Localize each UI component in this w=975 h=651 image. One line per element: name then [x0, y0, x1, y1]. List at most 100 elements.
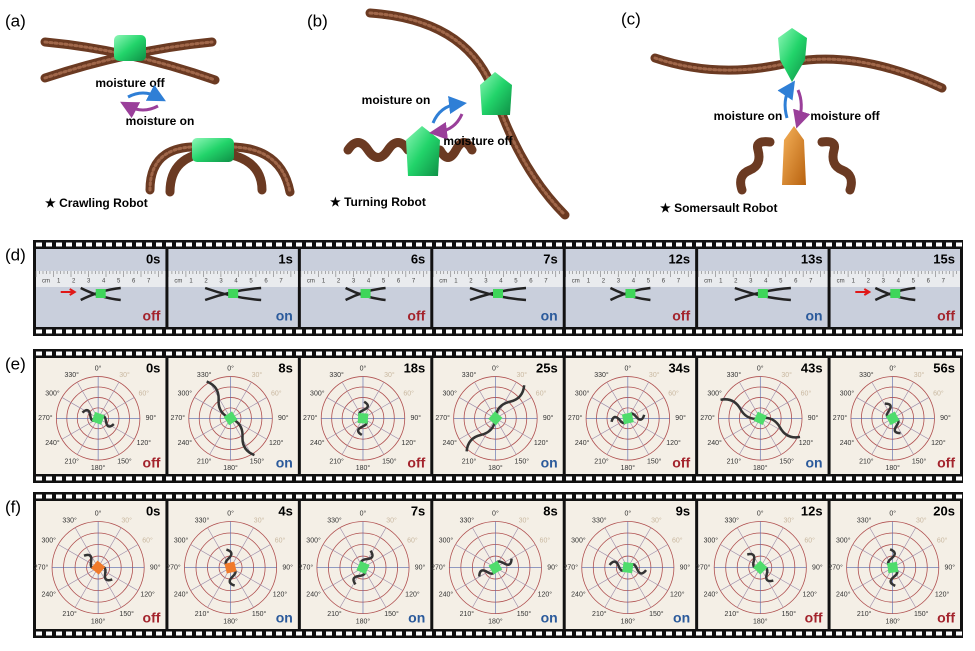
angle-label: 210° [460, 610, 475, 618]
sprocket [886, 242, 892, 247]
sprocket [256, 494, 262, 499]
sprocket [226, 242, 232, 247]
dial-spoke [455, 544, 496, 568]
sprocket [776, 329, 782, 334]
angle-label: 210° [329, 457, 344, 465]
angle-label: 90° [282, 563, 293, 571]
sprocket [696, 351, 702, 356]
sprocket [866, 242, 872, 247]
sprocket [646, 631, 652, 636]
dial-spoke [58, 567, 99, 591]
sprocket [356, 494, 362, 499]
ruler [698, 271, 828, 287]
sprocket [736, 329, 742, 334]
sprocket [176, 329, 182, 334]
dial-spoke [362, 527, 387, 568]
dial-spoke [720, 567, 761, 591]
sprocket [126, 329, 132, 334]
angle-label: 270° [303, 414, 318, 422]
sprocket [896, 631, 902, 636]
robot-body [224, 561, 237, 574]
sprocket [436, 494, 442, 499]
sprocket [96, 631, 102, 636]
angle-label: 30° [649, 371, 660, 379]
sprocket [856, 631, 862, 636]
sprocket [556, 351, 562, 356]
sprocket [746, 631, 752, 636]
dial-spoke [591, 397, 628, 419]
sprocket [86, 329, 92, 334]
angle-label: 240° [178, 439, 193, 447]
sprocket [916, 476, 922, 481]
ruler-label: 5 [117, 279, 121, 285]
sprocket [636, 242, 642, 247]
frame: cm 1 2 3 4 5 6 7 13s on [697, 249, 828, 327]
sprocket [336, 476, 342, 481]
angle-label: 240° [306, 590, 321, 598]
sprocket [186, 476, 192, 481]
sprocket [676, 351, 682, 356]
dial-spoke [736, 567, 761, 608]
sprocket [936, 494, 942, 499]
sprocket [606, 242, 612, 247]
sprocket [656, 494, 662, 499]
state-label: off [407, 308, 425, 324]
sprocket [676, 476, 682, 481]
sprocket [176, 242, 182, 247]
sprocket [516, 631, 522, 636]
sprocket [356, 329, 362, 334]
sprocket [336, 631, 342, 636]
sprocket [96, 329, 102, 334]
sprocket [566, 329, 572, 334]
time-label: 4s [278, 503, 292, 518]
sprocket [66, 329, 72, 334]
sprocket [216, 631, 222, 636]
sprocket [416, 242, 422, 247]
sprocket [956, 329, 962, 334]
frame: 0° 30° 60° 90° 120° 150° 180° 210° 240° 270° 300° 3… [36, 358, 166, 474]
state-text: moisture on [362, 93, 431, 107]
sprocket [216, 242, 222, 247]
dial-spoke [736, 527, 761, 568]
angle-label: 0° [492, 364, 499, 372]
frame: 0° 30° 60° 90° 120° 150° 180° 210° 240° 270° 300° 3… [299, 501, 431, 629]
sprocket [316, 476, 322, 481]
panel-c: (c) moisture on moisture off ★ Somersaul… [621, 9, 947, 215]
time-label: 15s [933, 251, 955, 266]
sprocket [446, 329, 452, 334]
sprocket [616, 631, 622, 636]
angle-label: 210° [592, 610, 607, 618]
dial-spoke [892, 527, 916, 568]
sprocket [406, 631, 412, 636]
sprocket [586, 631, 592, 636]
angle-label: 330° [65, 371, 80, 379]
angle-label: 270° [299, 563, 314, 571]
time-label: 25s [536, 360, 558, 375]
angle-label: 330° [859, 371, 874, 379]
angle-label: 240° [840, 439, 855, 447]
angle-label: 210° [857, 610, 872, 618]
sprocket [536, 329, 542, 334]
sprocket [856, 329, 862, 334]
sprocket [816, 351, 822, 356]
film-strip: (d) cm 1 2 3 4 5 6 7 0s off cm 1 2 3 4 5 6 7 1s on cm 1 2 3 4 5 6 7 6… [5, 240, 963, 336]
sprocket [146, 242, 152, 247]
sprocket [156, 631, 162, 636]
sprocket [316, 351, 322, 356]
sprocket [716, 351, 722, 356]
sprocket [416, 631, 422, 636]
ruler-label: 7 [942, 279, 946, 285]
caption: ★ Crawling Robot [45, 196, 148, 210]
angle-label: 300° [575, 389, 590, 397]
sprocket [196, 631, 202, 636]
sprocket [586, 351, 592, 356]
sprocket [426, 329, 432, 334]
sprocket [796, 329, 802, 334]
robot-body [228, 289, 239, 298]
sprocket [626, 351, 632, 356]
ruler [433, 271, 563, 287]
sprocket [176, 351, 182, 356]
frame: 0° 30° 60° 90° 120° 150° 180° 210° 240° 270° 300° 3… [168, 358, 298, 474]
angle-label: 180° [885, 464, 900, 472]
dial-spoke [606, 382, 629, 419]
